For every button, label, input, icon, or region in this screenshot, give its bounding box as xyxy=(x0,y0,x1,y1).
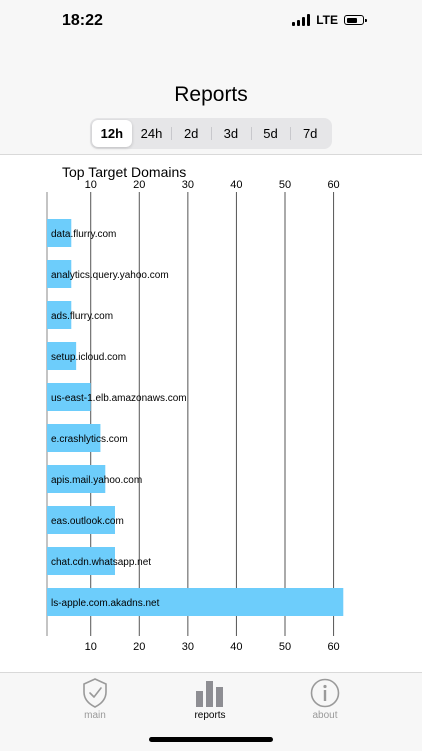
range-option-12h[interactable]: 12h xyxy=(92,120,132,147)
bar-chart-icon xyxy=(196,681,223,707)
battery-icon xyxy=(344,15,367,25)
range-option-7d[interactable]: 7d xyxy=(290,120,330,147)
x-tick-top-label: 60 xyxy=(327,179,339,191)
bar-label-2: ads.flurry.com xyxy=(51,311,113,322)
bar-1 xyxy=(47,260,72,288)
x-tick-bottom-label: 30 xyxy=(182,641,194,653)
range-option-3d[interactable]: 3d xyxy=(211,120,251,147)
x-tick-top-label: 10 xyxy=(85,179,97,191)
x-tick-top-label: 30 xyxy=(182,179,194,191)
bar-label-4: us-east-1.elb.amazonaws.com xyxy=(51,393,187,404)
shield-check-icon xyxy=(83,678,107,708)
bar-8 xyxy=(47,547,115,575)
bar-6 xyxy=(47,465,106,493)
tab-about-label: about xyxy=(312,710,338,721)
x-tick-bottom-label: 10 xyxy=(85,641,97,653)
x-tick-bottom-label: 40 xyxy=(230,641,242,653)
bar-label-0: data.flurry.com xyxy=(51,229,116,240)
x-tick-top-label: 40 xyxy=(230,179,242,191)
time-range-selector[interactable]: 12h 24h 2d 3d 5d 7d xyxy=(90,118,332,149)
domains-bar-chart: 10 10 20 20 30 30 40 40 50 50 60 60 data.flurry.com a… xyxy=(46,179,344,653)
bar-5 xyxy=(47,424,101,452)
bar-3 xyxy=(47,342,77,370)
status-indicators: LTE xyxy=(292,13,367,27)
header-area: 18:22 LTE Reports 12h 24h 2d 3d 5d 7d xyxy=(0,0,422,155)
bar-4 xyxy=(47,383,91,411)
network-type: LTE xyxy=(316,13,338,27)
bar-7 xyxy=(47,506,115,534)
bar-label-6: apis.mail.yahoo.com xyxy=(51,475,142,486)
tab-main[interactable]: main xyxy=(55,677,135,721)
bar-label-9: ls-apple.com.akadns.net xyxy=(51,598,160,609)
range-option-24h[interactable]: 24h xyxy=(140,126,163,141)
x-tick-top-label: 50 xyxy=(279,179,291,191)
x-tick-bottom-label: 50 xyxy=(279,641,291,653)
chart-title: Top Target Domains xyxy=(62,164,187,180)
bar-label-5: e.crashlytics.com xyxy=(51,434,128,445)
cellular-signal-icon xyxy=(292,14,311,26)
tab-reports[interactable]: reports xyxy=(170,677,250,721)
bar-label-3: setup.icloud.com xyxy=(51,352,126,363)
tab-main-label: main xyxy=(84,710,106,721)
status-time: 18:22 xyxy=(62,12,103,29)
tab-reports-label: reports xyxy=(194,710,226,721)
info-icon xyxy=(310,678,340,708)
page-title: Reports xyxy=(174,83,248,106)
range-option-5d[interactable]: 5d xyxy=(250,120,291,147)
x-tick-bottom-label: 60 xyxy=(327,641,339,653)
x-tick-bottom-label: 20 xyxy=(133,641,145,653)
bar-9 xyxy=(47,588,344,616)
bar-label-7: eas.outlook.com xyxy=(51,516,124,527)
home-indicator xyxy=(149,737,273,742)
range-option-2d[interactable]: 2d xyxy=(171,120,211,147)
tab-about[interactable]: about xyxy=(285,677,365,721)
bar-0 xyxy=(47,219,72,247)
bar-label-1: analytics.query.yahoo.com xyxy=(51,270,169,281)
x-tick-top-label: 20 xyxy=(133,179,145,191)
bar-label-8: chat.cdn.whatsapp.net xyxy=(51,557,151,568)
bar-2 xyxy=(47,301,72,329)
